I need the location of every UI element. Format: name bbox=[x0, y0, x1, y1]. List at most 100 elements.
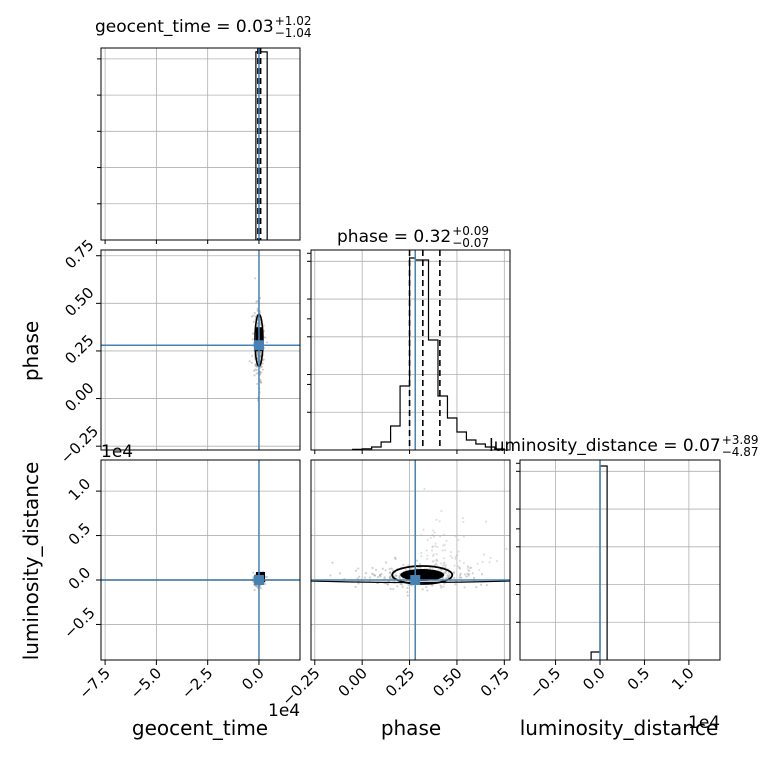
sample-point bbox=[462, 520, 465, 524]
sample-point bbox=[443, 561, 446, 564]
sample-point bbox=[435, 553, 438, 556]
sample-point bbox=[381, 567, 384, 570]
sample-point bbox=[429, 536, 432, 539]
sample-point bbox=[259, 371, 262, 374]
sample-point bbox=[380, 572, 383, 576]
tick-label-x-geocent-time: −2.5 bbox=[178, 664, 216, 702]
ylabel-luminosity-distance: luminosity_distance bbox=[19, 462, 43, 661]
sample-point bbox=[253, 311, 256, 315]
sample-point bbox=[434, 542, 437, 545]
sample-point bbox=[433, 535, 436, 538]
tick-label-x-phase: 0.00 bbox=[335, 664, 371, 700]
sample-point bbox=[421, 588, 424, 591]
sample-point bbox=[254, 364, 257, 367]
sample-point bbox=[255, 368, 258, 372]
sample-point bbox=[250, 315, 254, 318]
sample-point bbox=[394, 557, 397, 560]
sample-point bbox=[254, 277, 257, 280]
sample-point bbox=[393, 556, 397, 559]
sample-point bbox=[463, 573, 467, 576]
sample-point bbox=[454, 557, 457, 560]
sample-point bbox=[255, 365, 258, 368]
tick-label-y-phase: −0.25 bbox=[57, 422, 102, 467]
sample-point bbox=[441, 577, 445, 580]
sample-point bbox=[259, 381, 263, 384]
sample-point bbox=[261, 362, 264, 365]
sample-point bbox=[392, 587, 395, 591]
sample-point bbox=[259, 351, 262, 355]
sample-point bbox=[255, 584, 258, 588]
sample-point bbox=[454, 555, 457, 558]
tick-label-x-luminosity-distance: 0.0 bbox=[579, 664, 609, 694]
sample-point bbox=[456, 565, 460, 568]
sample-point bbox=[378, 574, 382, 577]
sample-point bbox=[259, 322, 262, 325]
sample-point bbox=[261, 368, 264, 371]
sample-point bbox=[358, 575, 361, 578]
histogram-phase bbox=[352, 257, 505, 450]
sample-point bbox=[259, 587, 263, 590]
sample-point bbox=[426, 554, 429, 557]
sample-point bbox=[439, 535, 442, 538]
sample-point bbox=[371, 566, 374, 570]
sample-point bbox=[389, 587, 392, 590]
sample-point bbox=[438, 520, 441, 523]
sample-point bbox=[460, 576, 463, 579]
sample-point bbox=[378, 573, 382, 577]
sample-point bbox=[456, 553, 459, 557]
sample-point bbox=[469, 566, 473, 569]
sample-point bbox=[454, 534, 457, 538]
sample-point bbox=[331, 561, 334, 564]
sample-point bbox=[425, 549, 428, 552]
sample-point bbox=[384, 569, 387, 572]
xlabel-phase: phase bbox=[381, 716, 441, 740]
data-group bbox=[255, 48, 268, 240]
sample-point bbox=[388, 567, 391, 570]
sample-point bbox=[453, 564, 456, 567]
sample-point bbox=[445, 576, 448, 580]
sample-point bbox=[446, 574, 449, 577]
sample-point bbox=[436, 559, 439, 562]
sample-point bbox=[394, 574, 397, 577]
sample-point bbox=[420, 551, 423, 555]
sample-point bbox=[445, 539, 448, 542]
sample-point bbox=[388, 571, 391, 574]
sample-point bbox=[442, 544, 445, 547]
contour-outer bbox=[391, 565, 454, 585]
sample-point bbox=[444, 564, 448, 567]
sample-point bbox=[264, 336, 267, 339]
sample-point bbox=[389, 571, 392, 574]
sample-point bbox=[431, 584, 434, 587]
sample-point bbox=[439, 562, 443, 565]
sample-point bbox=[422, 528, 425, 531]
sample-point bbox=[252, 314, 255, 317]
sample-point bbox=[444, 571, 447, 575]
data-layer bbox=[101, 48, 608, 660]
sample-point bbox=[406, 587, 409, 590]
truth-marker bbox=[253, 575, 264, 585]
sample-point bbox=[453, 576, 456, 580]
sample-point bbox=[389, 575, 392, 578]
sample-point bbox=[444, 570, 447, 573]
tick-label-y-phase: 0.50 bbox=[61, 284, 97, 320]
sample-point bbox=[423, 487, 426, 491]
sample-point bbox=[442, 533, 446, 536]
sample-point bbox=[440, 509, 443, 513]
sample-point bbox=[448, 575, 451, 578]
tick-label-x-geocent-time: −7.5 bbox=[75, 664, 113, 702]
tick-label-y-luminosity-distance: 0.5 bbox=[65, 519, 95, 549]
tick-label-x-luminosity-distance: −0.5 bbox=[526, 664, 564, 702]
sample-point bbox=[443, 549, 447, 552]
sample-point bbox=[457, 550, 460, 553]
sample-point bbox=[256, 382, 259, 386]
sample-point bbox=[437, 568, 440, 572]
sample-point bbox=[444, 566, 447, 569]
sample-point bbox=[468, 573, 471, 576]
tick-label-x-geocent-time: 0.0 bbox=[238, 664, 268, 694]
sample-point bbox=[260, 371, 263, 374]
tick-label-y-phase: 0.25 bbox=[61, 331, 97, 367]
sample-point bbox=[256, 321, 259, 324]
data-group bbox=[101, 460, 300, 660]
truth-marker bbox=[253, 340, 264, 351]
